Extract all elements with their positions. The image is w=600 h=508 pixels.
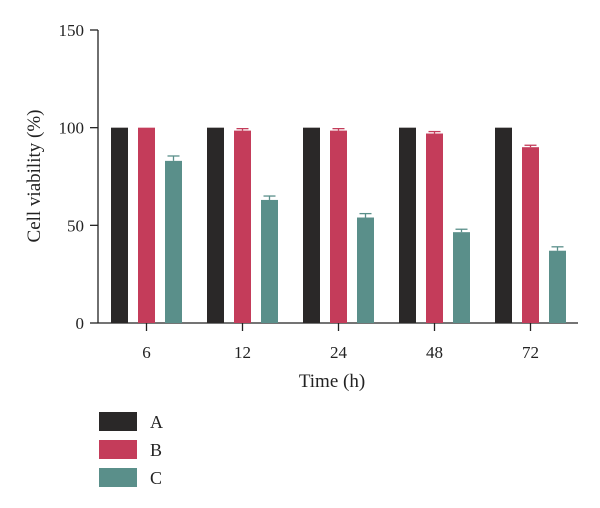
y-tick-label: 50 — [67, 216, 84, 235]
y-axis: 0 50 100 150 — [59, 21, 99, 333]
legend-swatch-B — [99, 440, 137, 459]
bar-B-6 — [138, 127, 155, 324]
legend-label-A: A — [150, 412, 163, 432]
bar-B-48 — [426, 133, 443, 323]
legend: ABC — [99, 412, 163, 488]
x-tick-label: 6 — [142, 343, 151, 362]
legend-label-C: C — [150, 468, 162, 488]
bar-C-48 — [453, 232, 470, 323]
x-tick-label: 48 — [426, 343, 443, 362]
bar-C-12 — [261, 199, 278, 323]
x-tick-label: 72 — [522, 343, 539, 362]
bar-A-6 — [111, 127, 128, 324]
bar-C-72 — [549, 250, 566, 323]
legend-swatch-A — [99, 412, 137, 431]
x-tick-label: 24 — [330, 343, 348, 362]
bar-A-72 — [495, 127, 512, 324]
x-axis: 6 12 24 48 72 — [98, 322, 578, 362]
x-axis-title: Time (h) — [299, 371, 365, 392]
bar-B-24 — [330, 130, 347, 323]
y-axis-title: Cell viability (%) — [24, 110, 45, 243]
bar-C-6 — [165, 160, 182, 323]
bar-A-12 — [207, 127, 224, 324]
legend-swatch-C — [99, 468, 137, 487]
bar-B-12 — [234, 130, 251, 323]
y-tick-label: 150 — [59, 21, 85, 40]
bar-C-24 — [357, 217, 374, 323]
x-tick-label: 12 — [234, 343, 251, 362]
y-tick-label: 100 — [59, 119, 85, 138]
bar-A-48 — [399, 127, 416, 324]
legend-label-B: B — [150, 440, 162, 460]
y-tick-label: 0 — [76, 314, 85, 333]
bar-A-24 — [303, 127, 320, 324]
bars-group — [111, 127, 566, 324]
bar-B-72 — [522, 147, 539, 323]
